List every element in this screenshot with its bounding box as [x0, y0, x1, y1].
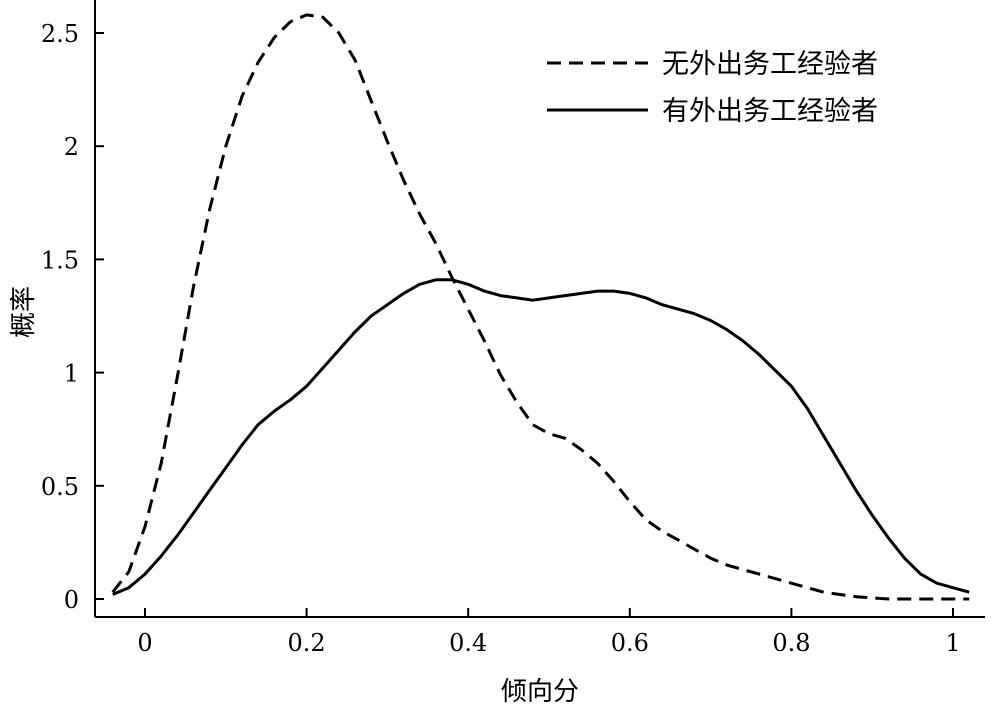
y-tick-label: 2.5: [41, 20, 79, 48]
legend-label-series-1: 无外出务工经验者: [662, 49, 878, 80]
x-tick-label: 0.4: [449, 629, 487, 657]
series-line-solid: [112, 278, 970, 596]
x-axis-ticks: 0 0.2 0.4 0.6 0.8 1: [137, 608, 961, 657]
legend-label-series-2: 有外出务工经验者: [662, 96, 878, 127]
x-tick-label: 0.2: [288, 629, 326, 657]
y-tick-label: 2: [64, 133, 79, 161]
y-tick-label: 1.5: [41, 246, 79, 274]
y-tick-label: 1: [64, 360, 79, 388]
x-tick-label: 0.6: [611, 629, 649, 657]
x-axis-title: 倾向分: [501, 677, 579, 707]
legend: 无外出务工经验者 有外出务工经验者: [547, 49, 878, 127]
y-tick-label: 0.5: [41, 473, 79, 501]
series-line-dashed: [111, 13, 970, 601]
y-tick-label: 0: [64, 586, 79, 614]
y-axis-ticks: 0 0.5 1 1.5 2 2.5: [41, 20, 104, 614]
y-axis-title: 概率: [9, 286, 39, 338]
x-tick-label: 0: [137, 629, 152, 657]
series-layer: [111, 13, 970, 601]
x-tick-label: 1: [945, 629, 960, 657]
x-tick-label: 0.8: [772, 629, 810, 657]
